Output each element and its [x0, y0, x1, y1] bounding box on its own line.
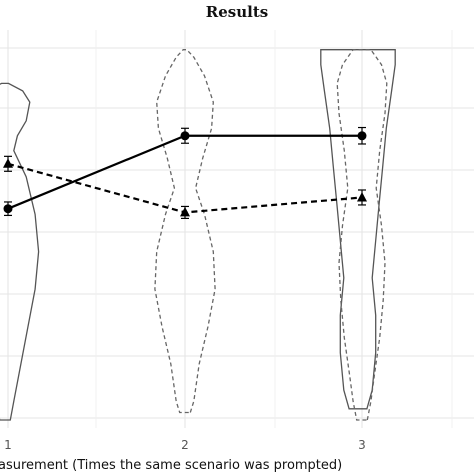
violin-1 [154, 49, 216, 414]
x-axis-label: asurement (Times the same scenario was p… [0, 458, 342, 473]
x-tick-label-1: 2 [181, 438, 189, 452]
violin-3 [336, 49, 388, 421]
series-0-point-2 [357, 131, 367, 141]
series-layer [3, 126, 367, 220]
violin-0 [0, 82, 40, 421]
series-0-point-0 [3, 204, 13, 214]
violin-2 [320, 49, 396, 410]
series-1-point-0 [3, 158, 13, 168]
series-0-point-1 [180, 131, 190, 141]
chart-title: Results [206, 3, 268, 21]
x-tick-label-0: 1 [4, 438, 12, 452]
series-1-point-1 [180, 206, 190, 217]
grid-layer [0, 30, 474, 428]
x-tick-layer: 1 2 3 [4, 438, 366, 452]
series-1-point-2 [357, 191, 367, 202]
violin-layer [0, 49, 396, 421]
x-tick-label-2: 3 [358, 438, 366, 452]
